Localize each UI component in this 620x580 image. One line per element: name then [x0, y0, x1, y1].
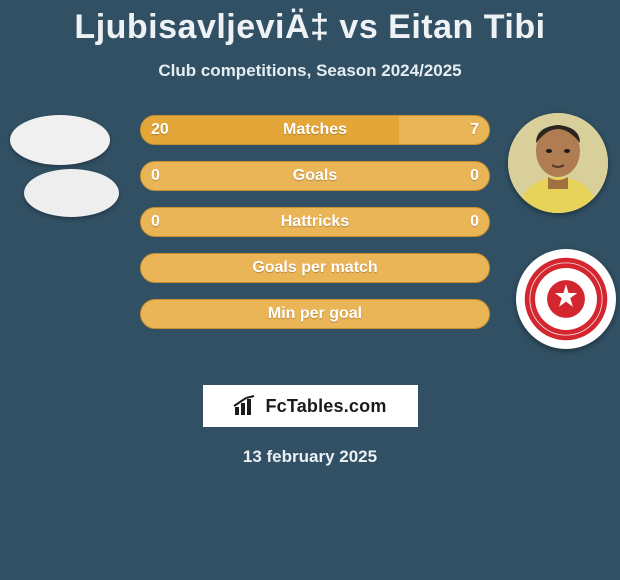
club-badge-icon — [523, 256, 609, 342]
brand-text: FcTables.com — [265, 396, 386, 417]
stat-row-hattricks: 0 Hattricks 0 — [140, 207, 490, 237]
stat-right-value: 7 — [470, 116, 479, 144]
stat-right-value: 0 — [470, 208, 479, 236]
stat-label: Goals per match — [141, 254, 489, 282]
stat-right-value: 0 — [470, 162, 479, 190]
stat-label: Goals — [141, 162, 489, 190]
stat-row-min-per-goal: Min per goal — [140, 299, 490, 329]
stats-area: 20 Matches 7 0 Goals 0 0 Hattricks 0 Goa… — [0, 115, 620, 375]
stat-row-matches: 20 Matches 7 — [140, 115, 490, 145]
stat-label: Min per goal — [141, 300, 489, 328]
stat-row-goals-per-match: Goals per match — [140, 253, 490, 283]
left-player-avatar — [10, 115, 110, 165]
right-player-avatar — [508, 113, 608, 213]
stat-label: Matches — [141, 116, 489, 144]
right-club-badge — [516, 249, 616, 349]
stat-row-goals: 0 Goals 0 — [140, 161, 490, 191]
stat-label: Hattricks — [141, 208, 489, 236]
stat-bars: 20 Matches 7 0 Goals 0 0 Hattricks 0 Goa… — [140, 115, 490, 345]
brand-badge[interactable]: FcTables.com — [203, 385, 418, 427]
page-title: LjubisavljeviÄ‡ vs Eitan Tibi — [0, 0, 620, 47]
player-photo-icon — [508, 113, 608, 213]
season-subtitle: Club competitions, Season 2024/2025 — [0, 61, 620, 81]
date-text: 13 february 2025 — [0, 447, 620, 467]
bar-chart-icon — [233, 395, 259, 417]
left-club-badge — [24, 169, 119, 217]
